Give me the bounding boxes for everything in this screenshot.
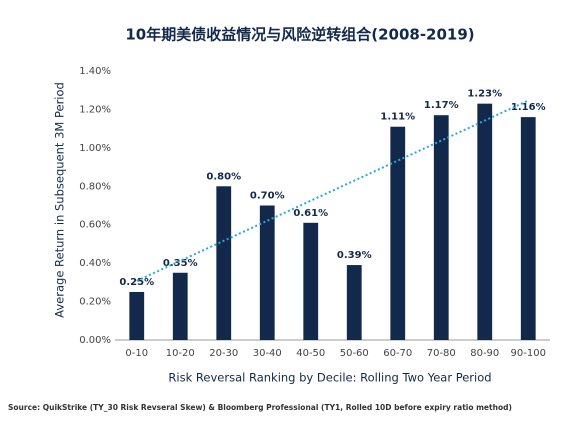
- bar: [259, 205, 275, 340]
- y-tick-label: 1.00%: [79, 143, 111, 154]
- data-label: 0.61%: [293, 208, 328, 219]
- source-note: Source: QuikStrike (TY_30 Risk Revseral …: [8, 403, 512, 412]
- data-label: 0.25%: [119, 277, 154, 288]
- bar: [216, 186, 232, 340]
- x-axis-label: Risk Reversal Ranking by Decile: Rolling…: [168, 371, 491, 385]
- trend-line: [136, 99, 529, 282]
- data-label: 0.35%: [163, 258, 198, 269]
- y-axis-label: Average Return in Subsequent 3M Period: [53, 82, 67, 318]
- data-label: 0.39%: [337, 250, 372, 261]
- x-tick-label: 60-70: [383, 348, 412, 359]
- bar: [172, 272, 188, 340]
- x-tick-label: 20-30: [209, 348, 238, 359]
- x-tick-label: 70-80: [427, 348, 456, 359]
- y-tick-label: 0.00%: [79, 335, 111, 346]
- y-tick-label: 1.20%: [79, 104, 111, 115]
- x-tick-label: 30-40: [253, 348, 282, 359]
- bar: [303, 222, 319, 340]
- y-tick-label: 0.60%: [79, 220, 111, 231]
- data-label: 0.80%: [206, 171, 241, 182]
- data-label: 1.16%: [511, 102, 546, 113]
- bar: [520, 117, 536, 340]
- y-tick-label: 1.40%: [79, 66, 111, 77]
- x-tick-label: 0-10: [125, 348, 148, 359]
- data-label: 1.17%: [424, 100, 459, 111]
- x-tick-label: 40-50: [296, 348, 325, 359]
- bar: [390, 126, 406, 340]
- y-tick-label: 0.20%: [79, 297, 111, 308]
- x-tick-label: 10-20: [166, 348, 195, 359]
- x-tick-label: 50-60: [340, 348, 369, 359]
- y-tick-label: 0.80%: [79, 181, 111, 192]
- x-tick-label: 80-90: [470, 348, 499, 359]
- x-tick-label: 90-100: [511, 348, 546, 359]
- bar: [433, 115, 449, 340]
- data-label: 1.11%: [380, 112, 415, 123]
- bar: [346, 265, 362, 340]
- y-tick-label: 0.40%: [79, 258, 111, 269]
- bar: [477, 103, 493, 341]
- data-label: 1.23%: [467, 89, 502, 100]
- chart-title: 10年期美债收益情况与风险逆转组合(2008-2019): [125, 26, 474, 44]
- bar: [129, 291, 145, 340]
- data-label: 0.70%: [250, 191, 285, 202]
